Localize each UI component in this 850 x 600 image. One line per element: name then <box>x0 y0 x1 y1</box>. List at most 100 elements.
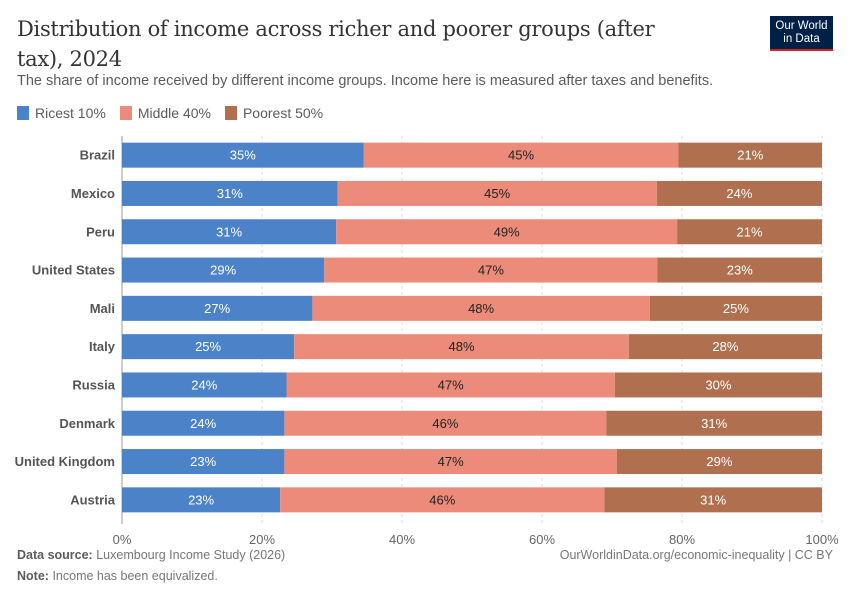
x-tick-label: 80% <box>669 532 695 547</box>
x-tick-label: 100% <box>805 532 839 547</box>
data-label: 46% <box>432 416 458 431</box>
data-label: 31% <box>216 224 242 239</box>
bar-segment <box>312 295 650 321</box>
data-label: 45% <box>508 148 534 163</box>
data-label: 31% <box>217 186 243 201</box>
data-label: 47% <box>438 377 464 392</box>
legend-label: Middle 40% <box>137 105 211 121</box>
bar-segment <box>363 142 679 168</box>
bar-segment <box>656 180 822 206</box>
bar-segment <box>324 257 658 283</box>
data-label: 47% <box>478 263 504 278</box>
chart-title: Distribution of income across richer and… <box>17 17 655 71</box>
bar-segment <box>284 449 617 475</box>
legend-item-poorest[interactable]: Poorest 50% <box>224 105 324 121</box>
data-label: 28% <box>712 339 738 354</box>
data-label: 24% <box>191 377 217 392</box>
bar-segment <box>677 219 822 245</box>
bar-segment <box>122 372 287 398</box>
bar-segment <box>122 142 364 168</box>
data-label: 49% <box>494 224 520 239</box>
data-label: 29% <box>210 263 236 278</box>
logo-line-1: Our World <box>775 20 828 32</box>
bar-segment <box>122 257 325 283</box>
source-label: Data source: <box>17 548 93 562</box>
data-label: 48% <box>448 339 474 354</box>
note: Note: Income has been equivalized. <box>17 569 218 583</box>
data-label: 46% <box>429 492 455 507</box>
bar-segment <box>336 219 678 245</box>
bar-segment <box>337 180 657 206</box>
bar-segment <box>122 410 285 436</box>
bar-segment <box>286 372 615 398</box>
category-label: Denmark <box>59 416 115 431</box>
legend-swatch <box>224 106 237 120</box>
data-label: 35% <box>230 148 256 163</box>
data-label: 24% <box>190 416 216 431</box>
data-label: 45% <box>484 186 510 201</box>
data-label: 29% <box>706 454 732 469</box>
data-label: 47% <box>438 454 464 469</box>
bar-segment <box>657 257 822 283</box>
note-label: Note: <box>17 569 49 583</box>
category-label: Mexico <box>71 186 115 201</box>
legend-item-richest[interactable]: Ricest 10% <box>17 105 106 121</box>
data-label: 31% <box>700 492 726 507</box>
legend-swatch <box>17 106 29 120</box>
x-tick-label: 20% <box>249 532 275 547</box>
data-label: 25% <box>723 301 749 316</box>
data-label: 23% <box>188 492 214 507</box>
data-label: 30% <box>705 377 731 392</box>
data-label: 21% <box>737 148 763 163</box>
bar-segment <box>122 449 285 475</box>
logo-line-2: in Data <box>783 33 820 45</box>
data-label: 23% <box>190 454 216 469</box>
bar-segment <box>280 487 605 513</box>
x-tick-label: 40% <box>389 532 415 547</box>
bar-segment <box>614 372 822 398</box>
note-text: Income has been equivalized. <box>52 569 218 583</box>
legend-label: Ricest 10% <box>35 105 106 121</box>
legend-label: Poorest 50% <box>242 105 324 121</box>
data-label: 48% <box>468 301 494 316</box>
category-label: Brazil <box>80 148 115 163</box>
bar-segment <box>604 487 822 513</box>
legend-swatch <box>119 106 132 120</box>
source-text[interactable]: Luxembourg Income Study (2026) <box>96 548 286 562</box>
category-label: Mali <box>90 301 115 316</box>
category-label: Italy <box>89 339 116 354</box>
category-label: Austria <box>70 492 116 507</box>
bar-segment <box>122 295 313 321</box>
bar-segment <box>616 449 822 475</box>
x-tick-label: 60% <box>529 532 555 547</box>
legend: Ricest 10% Middle 40% Poorest 50% <box>17 105 323 121</box>
bar-segment <box>649 295 822 321</box>
data-label: 24% <box>726 186 752 201</box>
data-label: 25% <box>195 339 221 354</box>
bar-segment <box>122 180 338 206</box>
bar-segment <box>122 334 295 360</box>
chart-subtitle: The share of income received by differen… <box>17 73 714 89</box>
legend-item-middle[interactable]: Middle 40% <box>119 105 211 121</box>
bar-segment <box>678 142 822 168</box>
owid-logo[interactable]: Our World in Data <box>770 16 833 51</box>
bar-segment <box>122 219 337 245</box>
bar-segment <box>628 334 822 360</box>
category-label: Peru <box>86 224 115 239</box>
category-label: United Kingdom <box>15 454 115 469</box>
data-label: 21% <box>737 224 763 239</box>
bar-segment <box>284 410 607 436</box>
data-label: 23% <box>727 263 753 278</box>
category-label: United States <box>32 263 115 278</box>
data-label: 27% <box>204 301 230 316</box>
x-tick-label: 0% <box>113 532 132 547</box>
data-source: Data source: Luxembourg Income Study (20… <box>17 548 285 562</box>
source-url[interactable]: OurWorldinData.org/economic-inequality |… <box>559 548 833 562</box>
bar-segment <box>294 334 629 360</box>
bar-segment <box>606 410 822 436</box>
data-label: 31% <box>701 416 727 431</box>
bar-segment <box>122 487 281 513</box>
category-label: Russia <box>72 377 115 392</box>
